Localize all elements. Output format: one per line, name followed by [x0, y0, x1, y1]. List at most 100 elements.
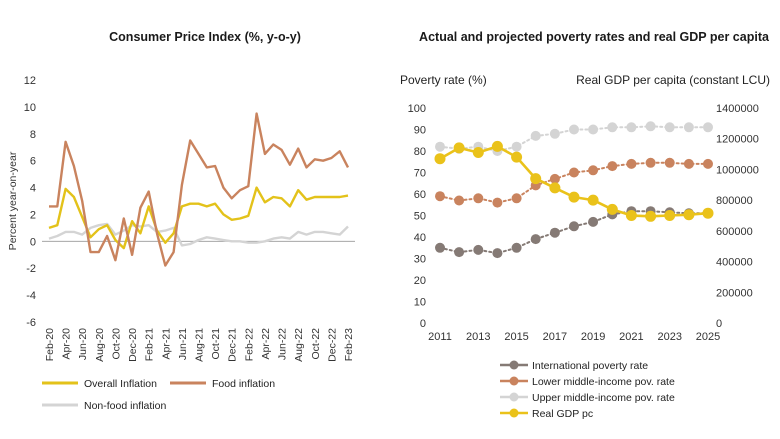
right-y-tick-label: 1000000: [716, 164, 759, 176]
data-point-international-poverty-rate: [588, 216, 599, 227]
poverty-chart-title: Actual and projected poverty rates and r…: [419, 30, 769, 44]
left-y-tick-label: 80: [414, 146, 426, 158]
x-tick-label: 2013: [466, 331, 490, 343]
data-point-lower-middle-income-pov-rate: [607, 161, 618, 172]
legend-label-upper-middle-income-pov-rate: Upper middle-income pov. rate: [532, 392, 675, 404]
right-y-tick-label: 400000: [716, 257, 753, 269]
x-tick-label: Feb-21: [144, 328, 156, 361]
data-point-upper-middle-income-pov-rate: [703, 122, 713, 133]
legend-label-overall-inflation: Overall Inflation: [84, 378, 157, 390]
data-point-international-poverty-rate: [549, 227, 560, 238]
x-tick-label: Aug-22: [293, 328, 305, 362]
data-point-lower-middle-income-pov-rate: [435, 191, 445, 202]
left-y-tick-label: 100: [408, 103, 426, 115]
data-point-upper-middle-income-pov-rate: [435, 141, 445, 152]
data-point-lower-middle-income-pov-rate: [626, 158, 637, 169]
x-tick-label: Oct-21: [210, 328, 222, 360]
left-y-tick-label: 30: [414, 254, 426, 266]
right-y-tick-label: 200000: [716, 287, 753, 299]
x-tick-label: 2017: [543, 331, 567, 343]
data-point-international-poverty-rate: [569, 221, 579, 232]
y-tick-label: 6: [30, 156, 36, 168]
poverty-chart-panel: Actual and projected poverty rates and r…: [390, 0, 780, 439]
data-point-real-gdp-pc: [511, 151, 523, 163]
legend-label-non-food-inflation: Non-food inflation: [84, 400, 166, 412]
data-point-upper-middle-income-pov-rate: [664, 122, 675, 133]
cpi-chart-title: Consumer Price Index (%, y-o-y): [109, 30, 301, 44]
x-tick-label: Feb-20: [44, 328, 56, 361]
left-y-tick-label: 20: [414, 275, 426, 287]
data-point-real-gdp-pc: [530, 173, 542, 185]
left-y-tick-label: 60: [414, 189, 426, 201]
x-tick-label: Jun-22: [277, 328, 289, 360]
data-point-lower-middle-income-pov-rate: [511, 193, 522, 204]
x-tick-label: Apr-20: [61, 328, 73, 360]
data-point-real-gdp-pc: [472, 147, 484, 158]
data-point-real-gdp-pc: [491, 140, 503, 152]
data-point-real-gdp-pc: [664, 210, 676, 221]
y-tick-label: -6: [26, 317, 36, 329]
data-point-lower-middle-income-pov-rate: [703, 158, 713, 169]
cpi-chart: -6 -4 -2 0 2 4 6 8 10 12 Percent year-on-year Feb-2…: [7, 75, 355, 412]
x-tick-label: 2011: [428, 331, 452, 343]
y-tick-label: -4: [26, 290, 36, 302]
y-tick-label: 8: [30, 129, 36, 141]
x-tick-label: Apr-22: [260, 328, 272, 360]
data-point-real-gdp-pc: [587, 194, 599, 206]
legend-marker-international-poverty-rate: [509, 360, 519, 370]
data-point-real-gdp-pc: [702, 207, 714, 219]
x-tick-label: 2021: [619, 331, 643, 343]
data-point-real-gdp-pc: [606, 203, 618, 215]
data-point-lower-middle-income-pov-rate: [588, 165, 599, 176]
series-line-non-food-inflation: [48, 222, 349, 247]
data-point-real-gdp-pc: [434, 153, 446, 165]
data-point-international-poverty-rate: [530, 234, 541, 245]
data-point-real-gdp-pc: [683, 209, 695, 221]
x-tick-label: Jun-20: [77, 328, 89, 360]
x-tick-label: 2015: [504, 331, 528, 343]
legend-marker-lower-middle-income-pov-rate: [509, 376, 519, 386]
x-tick-label: 2023: [657, 331, 681, 343]
data-point-upper-middle-income-pov-rate: [607, 122, 618, 133]
x-tick-label: Feb-23: [343, 328, 355, 361]
y-axis-label: Percent year-on-year: [7, 151, 19, 250]
y-tick-label: 10: [24, 102, 36, 114]
y-tick-label: 2: [30, 209, 36, 221]
right-y-tick-label: 1400000: [716, 103, 759, 115]
left-y-tick-label: 40: [414, 232, 426, 244]
legend-label-lower-middle-income-pov-rate: Lower middle-income pov. rate: [532, 376, 675, 388]
left-y-tick-label: 70: [414, 168, 426, 180]
legend-marker-upper-middle-income-pov-rate: [509, 392, 519, 402]
poverty-chart: Poverty rate (%) Real GDP per capita (con…: [400, 73, 770, 420]
y-tick-label: 0: [30, 236, 36, 248]
right-y-tick-label: 1200000: [716, 134, 759, 146]
x-tick-label: 2025: [696, 331, 720, 343]
data-point-upper-middle-income-pov-rate: [549, 128, 560, 139]
data-point-international-poverty-rate: [435, 242, 445, 253]
left-y-tick-label: 10: [414, 297, 426, 309]
data-point-upper-middle-income-pov-rate: [588, 124, 599, 135]
cpi-chart-panel: Consumer Price Index (%, y-o-y) -6 -4 -2 0 2…: [7, 30, 355, 412]
data-point-international-poverty-rate: [511, 242, 522, 253]
right-y-tick-label: 0: [716, 318, 722, 330]
data-point-international-poverty-rate: [454, 247, 465, 258]
data-point-international-poverty-rate: [473, 244, 484, 255]
data-point-lower-middle-income-pov-rate: [454, 195, 465, 206]
x-tick-label: Oct-22: [310, 328, 322, 360]
legend-label-food-inflation: Food inflation: [212, 378, 275, 390]
x-tick-label: Oct-20: [110, 328, 122, 360]
right-y-tick-label: 600000: [716, 226, 753, 238]
y-tick-label: -2: [26, 263, 36, 275]
left-y-tick-label: 90: [414, 125, 426, 137]
data-point-upper-middle-income-pov-rate: [626, 122, 637, 133]
data-point-real-gdp-pc: [625, 210, 637, 221]
x-tick-label: Dec-20: [127, 328, 139, 362]
data-point-upper-middle-income-pov-rate: [683, 122, 694, 133]
data-point-lower-middle-income-pov-rate: [473, 193, 484, 204]
data-point-lower-middle-income-pov-rate: [492, 197, 503, 208]
data-point-lower-middle-income-pov-rate: [549, 173, 560, 184]
x-tick-label: 2019: [581, 331, 605, 343]
data-point-real-gdp-pc: [645, 210, 657, 222]
series-line-overall-inflation: [48, 186, 349, 250]
data-point-lower-middle-income-pov-rate: [645, 157, 656, 168]
